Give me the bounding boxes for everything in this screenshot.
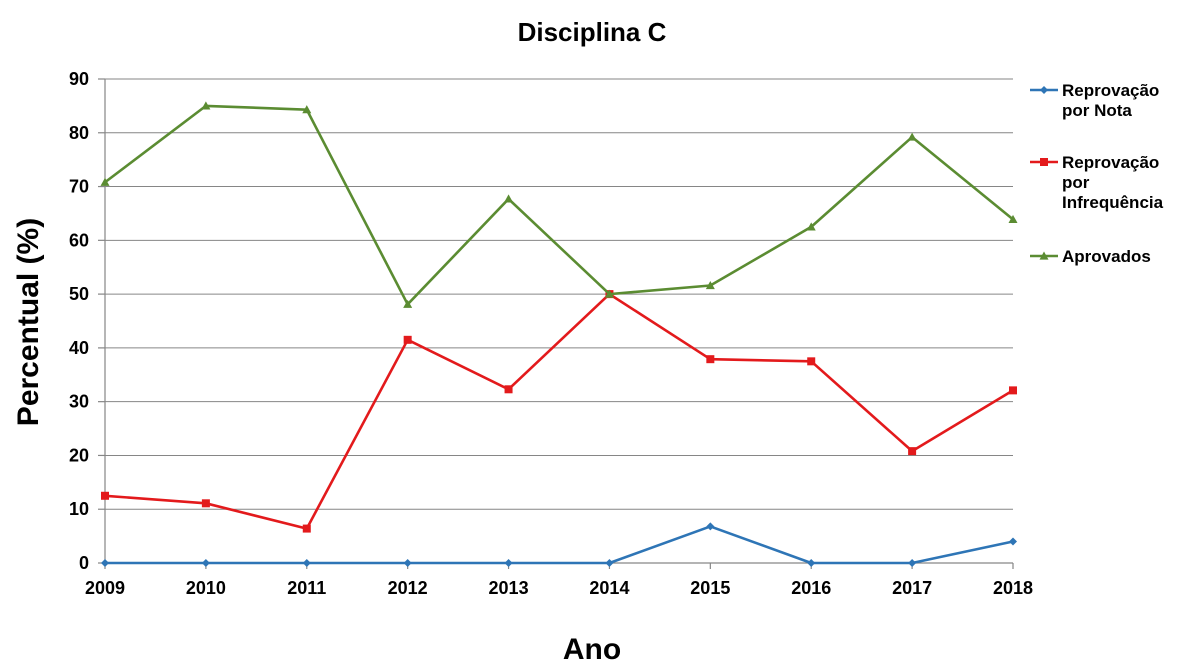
legend-label: por Nota — [1062, 101, 1132, 120]
x-axis-ticks: 2009 2010 2011 2012 2013 2014 2015 2016 2017 2018 — [85, 578, 1033, 598]
legend-label: Reprovação — [1062, 81, 1159, 100]
data-point — [504, 385, 513, 394]
y-axis-ticks: 0 10 20 30 40 50 60 70 80 90 — [69, 69, 89, 573]
data-point — [705, 281, 715, 290]
legend-label: Aprovados — [1062, 247, 1151, 266]
y-tick-label: 80 — [69, 123, 89, 143]
data-point — [504, 194, 514, 203]
legend-label: Reprovação — [1062, 153, 1159, 172]
series-3 — [100, 101, 1018, 308]
x-axis-title: Ano — [563, 633, 621, 660]
y-tick-label: 10 — [69, 499, 89, 519]
y-tick-label: 20 — [69, 445, 89, 465]
x-tick-label: 2014 — [589, 578, 629, 598]
data-point — [807, 357, 816, 366]
data-point — [907, 132, 917, 141]
data-point — [1008, 214, 1018, 223]
data-point — [605, 559, 614, 567]
series-layer — [100, 101, 1018, 567]
data-point — [403, 559, 412, 567]
x-tick-label: 2012 — [388, 578, 428, 598]
legend-marker — [1039, 251, 1049, 260]
data-point — [908, 447, 917, 456]
data-point — [403, 299, 413, 308]
chart-title: Disciplina C — [518, 17, 667, 47]
series-line — [104, 292, 1014, 530]
data-point — [706, 522, 715, 531]
x-tick-label: 2009 — [85, 578, 125, 598]
data-point — [201, 101, 211, 110]
data-point — [302, 105, 312, 114]
gridlines — [98, 78, 1014, 569]
y-tick-label: 40 — [69, 338, 89, 358]
legend-label: por — [1062, 173, 1090, 192]
series-line — [105, 525, 1014, 565]
y-tick-label: 30 — [69, 392, 89, 412]
x-tick-label: 2013 — [489, 578, 529, 598]
data-point — [604, 289, 614, 298]
data-point — [101, 491, 109, 500]
legend-marker — [1040, 86, 1048, 94]
data-point — [908, 559, 917, 567]
series-line — [104, 104, 1014, 306]
data-point — [807, 559, 816, 567]
y-tick-label: 90 — [69, 69, 89, 89]
data-point — [302, 524, 311, 533]
y-tick-label: 70 — [69, 177, 89, 197]
x-tick-label: 2010 — [186, 578, 226, 598]
y-tick-label: 60 — [69, 230, 89, 250]
series-2 — [101, 290, 1017, 533]
data-point — [806, 222, 816, 231]
data-point — [201, 559, 210, 567]
data-point — [302, 559, 311, 567]
data-point — [1009, 386, 1017, 395]
data-point — [201, 499, 210, 508]
data-point — [101, 559, 109, 567]
x-tick-label: 2016 — [791, 578, 831, 598]
series-1 — [101, 522, 1017, 567]
legend-marker — [1040, 158, 1048, 166]
data-point — [403, 335, 412, 344]
y-axis-title: Percentual (%) — [12, 218, 45, 426]
data-point — [1009, 537, 1017, 546]
x-tick-label: 2017 — [892, 578, 932, 598]
data-point — [504, 559, 513, 567]
x-tick-label: 2011 — [287, 578, 326, 598]
legend-label: Infrequência — [1062, 193, 1164, 212]
data-point — [100, 177, 110, 186]
y-tick-label: 0 — [79, 553, 89, 573]
x-tick-label: 2018 — [993, 578, 1033, 598]
data-point — [706, 355, 715, 364]
legend-item: Aprovados — [1030, 247, 1151, 266]
y-tick-label: 50 — [69, 284, 89, 304]
x-tick-label: 2015 — [690, 578, 730, 598]
